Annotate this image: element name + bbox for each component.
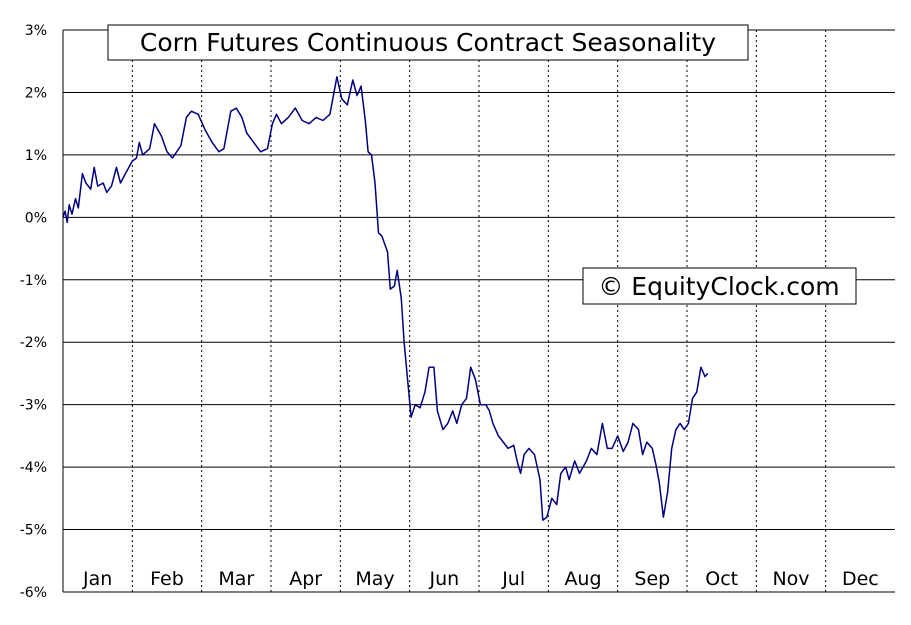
x-tick-label: Jun bbox=[428, 568, 459, 590]
chart-title: Corn Futures Continuous Contract Seasona… bbox=[140, 28, 716, 57]
y-tick-label: -2% bbox=[20, 335, 47, 351]
watermark-text: © EquityClock.com bbox=[598, 272, 839, 301]
x-tick-label: Jul bbox=[501, 568, 525, 590]
y-tick-label: 1% bbox=[25, 148, 47, 164]
y-tick-label: 0% bbox=[25, 210, 47, 226]
x-axis-labels: Jan Feb Mar Apr May Jun Jul Aug Sep Oct Nov Dec bbox=[82, 568, 879, 590]
x-tick-label: Nov bbox=[772, 568, 809, 590]
y-axis-labels: 3% 2% 1% 0% -1% -2% -3% -4% -5% -6% bbox=[20, 23, 47, 601]
y-tick-label: -3% bbox=[20, 398, 47, 414]
y-tick-label: 3% bbox=[25, 23, 47, 39]
x-tick-label: Feb bbox=[150, 568, 184, 590]
seasonality-line bbox=[62, 76, 709, 521]
x-tick-label: Sep bbox=[634, 568, 670, 590]
grid-lines bbox=[63, 29, 895, 592]
y-tick-label: -4% bbox=[20, 460, 47, 476]
x-tick-label: Aug bbox=[564, 568, 601, 590]
x-tick-label: Dec bbox=[842, 568, 879, 590]
x-tick-label: Jan bbox=[82, 568, 112, 590]
x-tick-label: Mar bbox=[218, 568, 254, 590]
x-tick-label: May bbox=[355, 568, 394, 590]
y-tick-label: -1% bbox=[20, 273, 47, 289]
y-tick-label: 2% bbox=[25, 85, 47, 101]
y-tick-label: -5% bbox=[20, 523, 47, 539]
y-tick-label: -6% bbox=[20, 585, 47, 601]
watermark-box: © EquityClock.com bbox=[582, 267, 857, 305]
x-tick-label: Apr bbox=[289, 568, 322, 590]
x-tick-label: Oct bbox=[705, 568, 738, 590]
chart-title-box: Corn Futures Continuous Contract Seasona… bbox=[107, 24, 749, 61]
